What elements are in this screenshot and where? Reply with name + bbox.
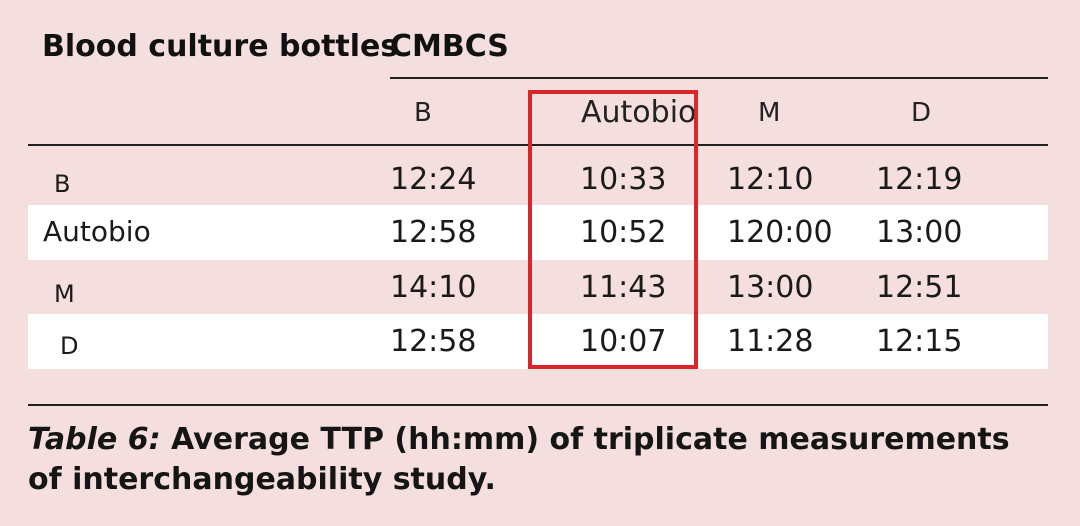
table-cell: 10:52 bbox=[580, 215, 667, 250]
table-cell: 14:10 bbox=[390, 270, 477, 305]
table-cell: 12:58 bbox=[390, 324, 477, 359]
table-cell: 12:51 bbox=[876, 270, 963, 305]
table-cell: 120:00 bbox=[727, 215, 833, 250]
table-cell: 10:07 bbox=[580, 324, 667, 359]
row-label-m: M bbox=[54, 280, 75, 308]
table-cell: 12:15 bbox=[876, 324, 963, 359]
column-header-m: M bbox=[758, 98, 781, 128]
corner-header: Blood culture bottles bbox=[42, 29, 399, 64]
table-cell: 12:10 bbox=[727, 162, 814, 197]
table-caption: Table 6: Average TTP (hh:mm) of triplica… bbox=[28, 420, 1048, 500]
row-label-b: B bbox=[54, 170, 71, 198]
table-row-band-autobio bbox=[28, 205, 1048, 260]
row-label-autobio: Autobio bbox=[43, 215, 151, 248]
caption-text: Average TTP (hh:mm) of triplicate measur… bbox=[28, 422, 1010, 497]
table-row-band-d bbox=[28, 314, 1048, 369]
caption-label: Table 6: bbox=[28, 422, 161, 457]
autobio-column-highlight bbox=[528, 90, 698, 369]
table-cell: 10:33 bbox=[580, 162, 667, 197]
table-cell: 13:00 bbox=[876, 215, 963, 250]
table-cell: 12:24 bbox=[390, 162, 477, 197]
group-header: CMBCS bbox=[390, 29, 509, 64]
table-cell: 11:28 bbox=[727, 324, 814, 359]
table-cell: 12:19 bbox=[876, 162, 963, 197]
group-header-rule bbox=[390, 77, 1048, 79]
row-label-d: D bbox=[60, 332, 79, 360]
table-cell: 11:43 bbox=[580, 270, 667, 305]
column-header-b: B bbox=[414, 98, 432, 128]
table-cell: 12:58 bbox=[390, 215, 477, 250]
table-cell: 13:00 bbox=[727, 270, 814, 305]
column-header-d: D bbox=[911, 98, 932, 128]
column-header-rule bbox=[28, 144, 1048, 146]
column-header-autobio: Autobio bbox=[581, 95, 697, 130]
caption-rule bbox=[28, 404, 1048, 406]
